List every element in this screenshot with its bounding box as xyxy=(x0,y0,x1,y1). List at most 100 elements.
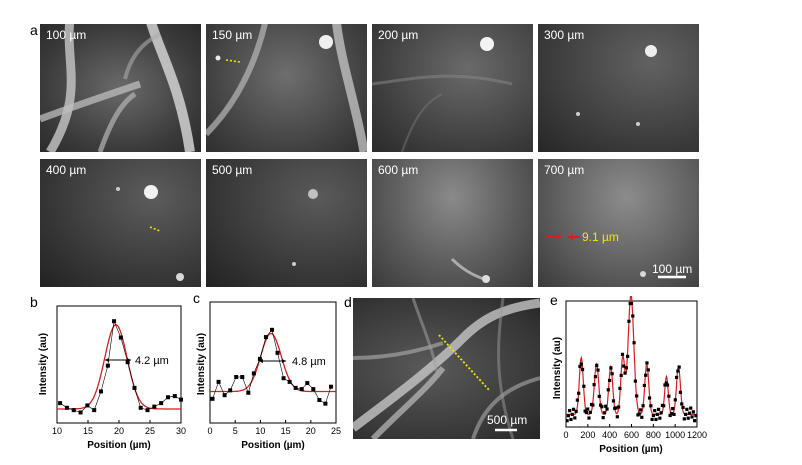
data-point xyxy=(669,412,674,416)
data-point xyxy=(611,399,616,403)
fwhm-label: 4.8 µm xyxy=(292,356,326,368)
data-point xyxy=(257,356,262,361)
data-point xyxy=(622,364,626,368)
data-point xyxy=(655,412,659,416)
data-point xyxy=(593,375,598,379)
data-point xyxy=(145,408,150,413)
vessel-image xyxy=(116,185,184,281)
data-point xyxy=(580,367,585,372)
data-point xyxy=(565,419,569,423)
data-point xyxy=(614,406,618,410)
panel-letter-e: e xyxy=(550,292,558,308)
data-point xyxy=(677,365,681,369)
x-tick-label: 0 xyxy=(563,430,568,440)
depth-label: 150 µm xyxy=(212,28,253,42)
data-point xyxy=(633,379,637,383)
vessel-image xyxy=(372,37,513,152)
x-tick-label: 1200 xyxy=(687,430,707,440)
data-point xyxy=(317,398,322,403)
data-point xyxy=(132,385,137,390)
fit-curve-line xyxy=(566,296,697,415)
fwhm-label: 4.2 µm xyxy=(135,355,169,367)
data-point xyxy=(105,363,110,368)
vessel-image xyxy=(546,234,686,279)
data-point xyxy=(610,372,614,376)
depth-image-100: 100 µm xyxy=(40,24,201,152)
data-point xyxy=(664,381,668,385)
chart-e: Intensity (au) 0 200 400 600 800 1000 1200 Pos… xyxy=(552,296,707,455)
x-tick-label: 400 xyxy=(602,430,617,440)
x-tick-label: 30 xyxy=(176,426,186,436)
x-tick-label: 25 xyxy=(331,426,341,436)
data-point xyxy=(644,373,648,377)
data-point xyxy=(673,398,677,402)
data-point xyxy=(571,407,576,411)
data-point xyxy=(665,383,670,387)
vessel-image xyxy=(576,45,657,126)
data-point xyxy=(234,375,239,380)
width-annotation: 9.1 µm xyxy=(582,230,619,244)
depth-label: 600 µm xyxy=(378,163,419,177)
data-point xyxy=(617,405,621,409)
data-point xyxy=(645,361,649,365)
data-point xyxy=(674,375,679,380)
x-tick-label: 1000 xyxy=(665,430,685,440)
data-point xyxy=(619,373,623,378)
data-point xyxy=(658,416,662,420)
data-points xyxy=(210,327,333,406)
data-point xyxy=(125,360,130,365)
data-point xyxy=(629,301,634,306)
depth-image-300: 300 µm xyxy=(538,24,699,152)
depth-image-700: 700 µm 9.1 µm 100 µm xyxy=(538,159,699,287)
gaussian-fit xyxy=(57,323,181,410)
data-point xyxy=(694,414,698,418)
depth-image-200: 200 µm xyxy=(372,24,533,152)
data-point xyxy=(647,396,652,400)
panel-letter-c: c xyxy=(193,290,200,306)
data-point xyxy=(251,371,256,376)
data-point xyxy=(672,412,676,417)
data-point xyxy=(269,327,274,332)
x-tick-label: 10 xyxy=(52,426,62,436)
data-point xyxy=(684,412,688,416)
scale-bar-label: 500 µm xyxy=(487,413,528,427)
data-point xyxy=(584,410,589,415)
data-point xyxy=(172,394,177,399)
data-point xyxy=(299,387,304,392)
x-tick-label: 800 xyxy=(646,430,661,440)
data-point xyxy=(626,354,630,358)
data-point xyxy=(305,381,310,386)
data-point xyxy=(606,388,610,392)
depth-label: 300 µm xyxy=(544,28,585,42)
data-point xyxy=(624,366,628,370)
data-point xyxy=(642,383,646,388)
data-point xyxy=(275,350,280,355)
data-point xyxy=(618,386,622,390)
data-points xyxy=(58,319,183,415)
data-point xyxy=(578,364,582,369)
data-point xyxy=(635,394,639,398)
depth-image-150: 150 µm xyxy=(206,24,367,152)
data-point xyxy=(627,319,631,323)
vessel-image xyxy=(40,24,195,152)
data-point xyxy=(671,407,675,411)
x-tick-label: 200 xyxy=(580,430,595,440)
data-point xyxy=(685,407,689,411)
data-point xyxy=(287,379,292,384)
data-point xyxy=(323,401,328,406)
depth-label: 700 µm xyxy=(544,163,585,177)
data-point xyxy=(689,406,693,410)
x-tick-label: 10 xyxy=(255,426,265,436)
data-point xyxy=(573,416,577,420)
fwhm-arrow xyxy=(105,358,131,362)
x-tick-label: 600 xyxy=(624,430,639,440)
x-tick-label: 5 xyxy=(233,426,238,436)
data-point xyxy=(608,378,612,383)
data-point xyxy=(680,402,684,406)
data-point xyxy=(112,319,117,324)
data-point xyxy=(587,416,591,420)
plot-frame xyxy=(209,301,337,424)
data-point xyxy=(668,413,672,418)
panel-letter-d: d xyxy=(344,294,352,310)
data-point xyxy=(165,395,170,400)
